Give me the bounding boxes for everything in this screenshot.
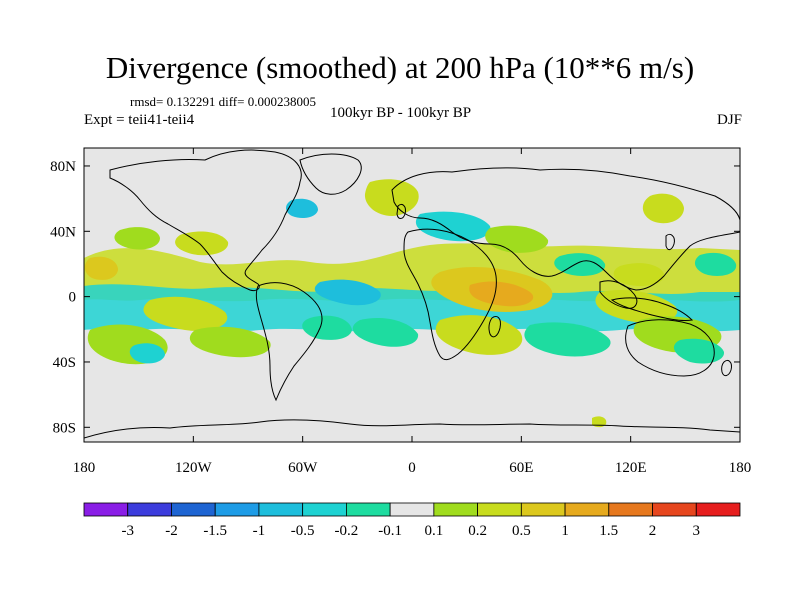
- colorbar-labels: -3 -2 -1.5 -1 -0.5 -0.2 -0.1 0.1 0.2 0.5 1 1.5 2 3: [121, 523, 700, 539]
- latitude-axis: 80N 40N 0 40S 80S: [50, 159, 740, 436]
- colorbar-label: -0.5: [291, 523, 315, 539]
- colorbar-swatch: [695, 502, 741, 517]
- colorbar-swatch: [608, 502, 653, 517]
- field-blob: [286, 198, 318, 218]
- colorbar-label: 1.5: [599, 523, 618, 539]
- lat-tick-label: 80S: [53, 420, 76, 436]
- field-blob: [642, 193, 684, 224]
- stats-label: rmsd= 0.132291 diff= 0.000238005: [130, 94, 316, 109]
- coastline-new-zealand: [721, 359, 732, 377]
- coastline-uk: [396, 203, 406, 219]
- colorbar-swatch: [389, 502, 435, 517]
- coastlines: [84, 149, 740, 439]
- colorbar-swatch: [345, 502, 391, 517]
- colorbar-label: 1: [561, 523, 569, 539]
- coastline-south-america: [255, 282, 323, 402]
- coastline-greenland: [299, 153, 362, 195]
- colorbar-swatch: [520, 502, 566, 517]
- season-label: DJF: [716, 112, 742, 128]
- lon-tick-label: 180: [729, 460, 752, 476]
- field-blob: [673, 338, 725, 364]
- field-blob: [469, 281, 534, 307]
- colorbar-swatch: [302, 502, 347, 517]
- coastline-australia: [625, 319, 715, 377]
- colorbar-label: 3: [693, 523, 701, 539]
- coastline-madagascar: [488, 315, 501, 338]
- longitude-axis: 180 120W 60W 0 60E 120E 180: [73, 148, 752, 476]
- lat-tick-label: 0: [69, 290, 77, 306]
- colorbar-swatch: [477, 502, 522, 517]
- field-blob: [554, 253, 606, 276]
- lon-tick-label: 180: [73, 460, 96, 476]
- field-blob: [84, 256, 118, 280]
- colorbar-label: -3: [121, 523, 134, 539]
- colorbar-swatch: [171, 502, 216, 517]
- coastline-japan: [665, 233, 675, 251]
- experiment-label: Expt = teii41-teii4: [84, 112, 195, 128]
- lon-tick-label: 0: [408, 460, 416, 476]
- coastline-north-america: [109, 149, 302, 291]
- field-blob: [613, 263, 665, 286]
- field-blob: [129, 343, 165, 364]
- field-blob: [175, 231, 229, 256]
- colorbar-swatch: [564, 502, 610, 517]
- field-blob: [415, 211, 491, 242]
- field-blob: [114, 227, 160, 250]
- colorbar-swatch: [83, 502, 129, 517]
- coastline-southeast-asia: [599, 280, 638, 309]
- colorbar-label: 2: [649, 523, 657, 539]
- field-blob: [84, 284, 740, 332]
- lat-tick-label: 40N: [50, 224, 76, 240]
- lon-tick-label: 60W: [288, 460, 318, 476]
- colorbar-swatch: [214, 502, 260, 517]
- coastline-antarctica: [84, 419, 740, 439]
- colorbar: [83, 502, 741, 517]
- lat-tick-label: 40S: [53, 355, 76, 371]
- colorbar-swatch: [652, 502, 697, 517]
- colorbar-label: 0.5: [512, 523, 531, 539]
- field-blob: [524, 322, 611, 357]
- field-blob: [694, 252, 737, 276]
- colorbar-label: -2: [165, 523, 178, 539]
- map-title: Divergence (smoothed) at 200 hPa (10**6 …: [105, 50, 695, 85]
- coastline-africa: [403, 228, 497, 361]
- coastline-eurasia: [391, 167, 740, 291]
- colorbar-label: -0.2: [335, 523, 359, 539]
- colorbar-swatch: [433, 502, 479, 517]
- coastline-indonesia: [610, 297, 694, 321]
- lon-tick-label: 120W: [175, 460, 213, 476]
- colorbar-label: -1.5: [203, 523, 227, 539]
- colorbar-swatch: [127, 502, 172, 517]
- field-blob: [595, 289, 678, 324]
- colorbar-label: 0.1: [424, 523, 443, 539]
- field-blob: [314, 279, 381, 306]
- field-blob: [143, 296, 228, 331]
- colorbar-swatch: [258, 502, 304, 517]
- field-blob: [302, 315, 352, 340]
- field-blob: [592, 416, 607, 428]
- field-blob: [189, 326, 271, 358]
- lat-tick-label: 80N: [50, 159, 76, 175]
- lon-tick-label: 120E: [615, 460, 647, 476]
- field-blob: [352, 317, 419, 347]
- lon-tick-label: 60E: [509, 460, 533, 476]
- colorbar-label: -1: [253, 523, 266, 539]
- colorbar-label: 0.2: [468, 523, 487, 539]
- period-label: 100kyr BP - 100kyr BP: [330, 105, 472, 121]
- colorbar-label: -0.1: [378, 523, 402, 539]
